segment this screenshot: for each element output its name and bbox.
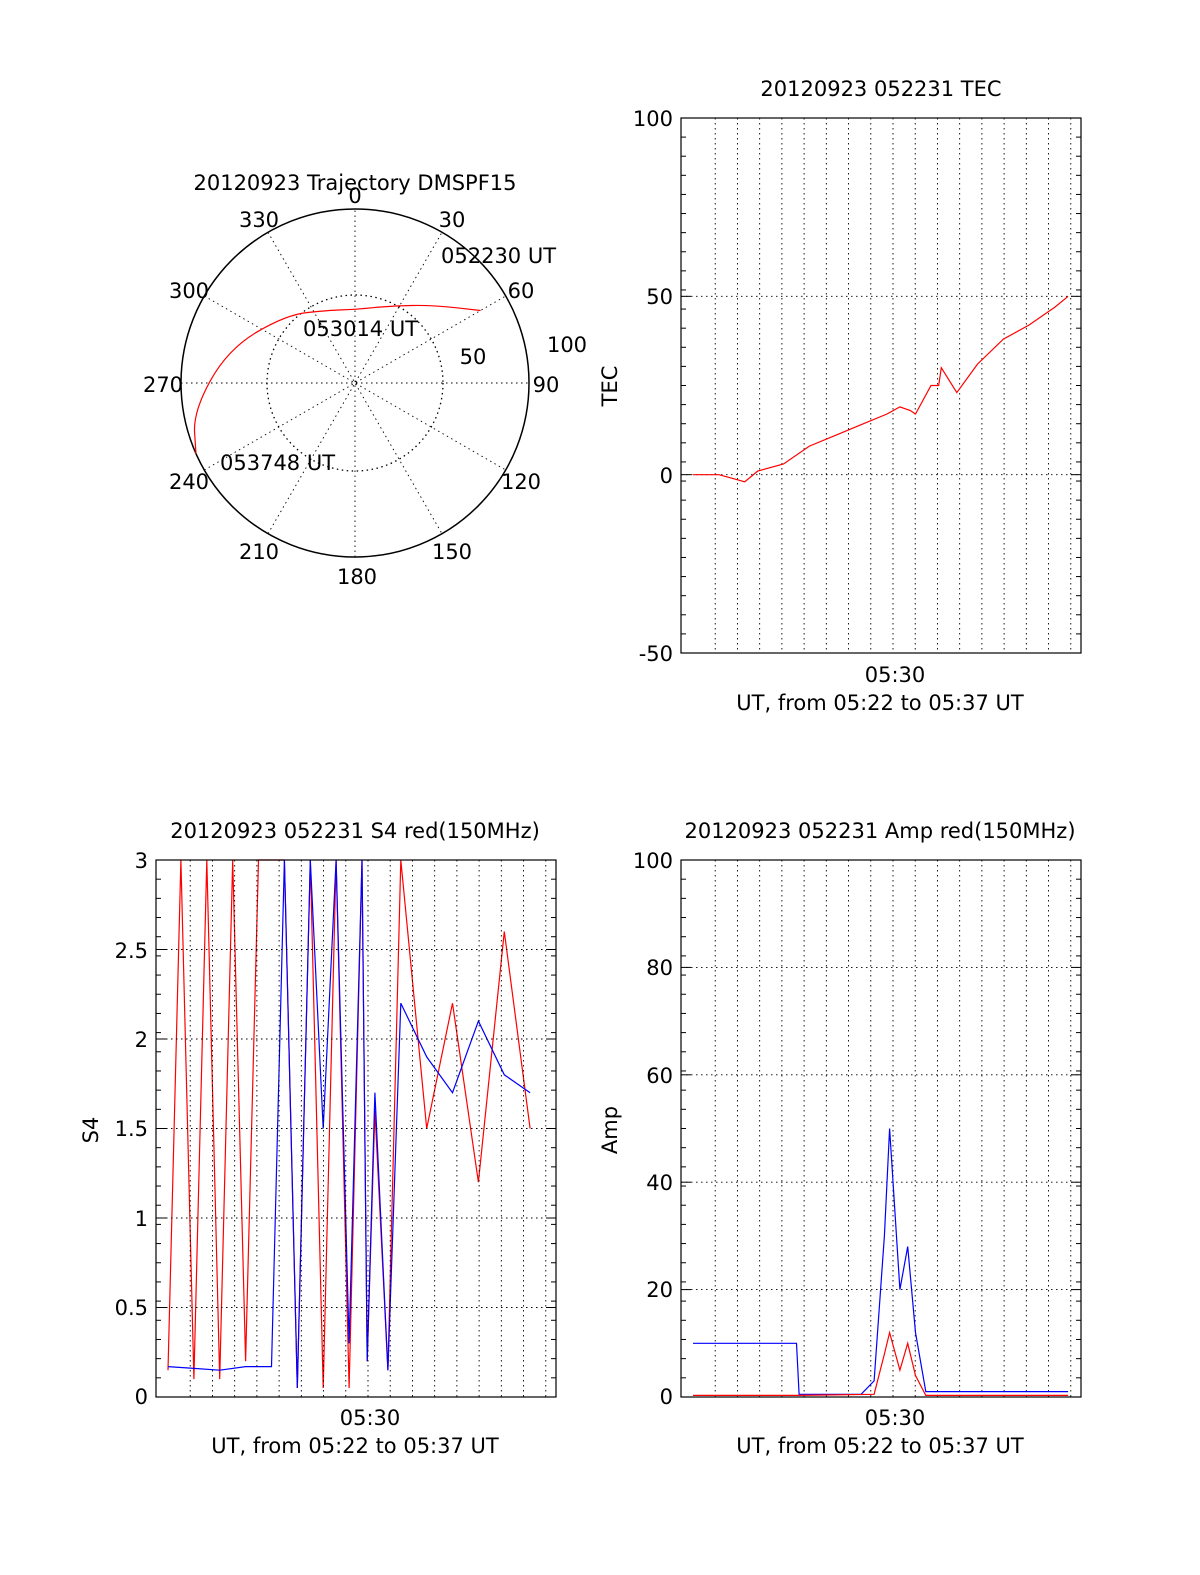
angle-label: 0 [348,184,361,208]
polar-spoke [267,232,443,534]
s4-y-axis-label: S4 [79,1117,103,1144]
trajectory-label-end: 053748 UT [220,451,335,475]
amp-line-0 [693,1128,1069,1395]
amp-grid [681,859,1081,1398]
polar-outer-ring [180,208,530,558]
s4-grid [156,859,556,1398]
y-tick-label: 0.5 [115,1296,148,1320]
y-tick-label: 20 [646,1278,673,1302]
tec-y-axis-label: TEC [598,366,622,408]
s4-plot-frame [155,859,557,1398]
polar-spoke [204,295,506,471]
trajectory-line [193,304,481,454]
angle-label: 150 [432,540,472,564]
y-tick-label: 60 [646,1064,673,1088]
s4-series [167,859,531,1389]
amp-title: 20120923 052231 Amp red(150MHz) [684,819,1075,843]
s4-title: 20120923 052231 S4 red(150MHz) [170,819,540,843]
y-tick-label: 2 [135,1028,148,1052]
y-tick-label: 0 [660,464,673,488]
amp-line-1 [693,1330,1069,1396]
angle-label: 330 [239,208,279,232]
s4-y-axis: 0 0.5 1 1.5 2 2.5 3 [115,849,148,1409]
amp-y-axis: 0 20 40 60 80 100 [633,849,673,1409]
y-tick-label: 80 [646,956,673,980]
tec-y-axis: -50 0 50 100 [633,107,673,666]
angle-label: 60 [508,279,535,303]
y-tick-label: 100 [633,849,673,873]
tec-title: 20120923 052231 TEC [760,77,1001,101]
polar-title: 20120923 Trajectory DMSPF15 [193,171,516,195]
tec-panel: 20120923 052231 TEC -50 0 50 100 05:30 U… [598,77,1082,715]
angle-label: 30 [439,208,466,232]
tec-plot-frame [680,117,1082,654]
y-tick-label: 0 [660,1385,673,1409]
angle-label: 210 [239,540,279,564]
tec-line-0 [693,295,1069,483]
polar-grid [181,209,529,557]
s4-x-axis-label: UT, from 05:22 to 05:37 UT [211,1434,499,1458]
polar-spoke [267,232,443,534]
y-tick-label: 50 [646,285,673,309]
angle-label: 270 [143,373,183,397]
s4-line-1 [167,859,531,1389]
tec-grid [681,117,1081,654]
amp-x-tick-label: 05:30 [865,1406,926,1430]
y-tick-label: 0 [135,1385,148,1409]
radius-label-50: 50 [460,345,487,369]
angle-label: 180 [337,565,377,589]
tec-series [693,295,1069,483]
angle-label: 90 [533,373,560,397]
y-tick-label: 1.5 [115,1117,148,1141]
angle-label: 240 [169,470,209,494]
y-tick-label: -50 [639,642,673,666]
angle-label: 120 [501,470,541,494]
amp-x-axis-label: UT, from 05:22 to 05:37 UT [736,1434,1024,1458]
y-tick-label: 3 [135,849,148,873]
trajectory-label-start: 052230 UT [441,244,556,268]
amp-y-axis-label: Amp [598,1106,622,1154]
y-tick-label: 2.5 [115,939,148,963]
angle-label: 300 [169,279,209,303]
polar-inner-ring [266,294,444,472]
y-tick-label: 1 [135,1207,148,1231]
polar-angle-labels: 0 30 60 90 120 150 180 210 240 270 300 3… [143,184,559,589]
s4-panel: 20120923 052231 S4 red(150MHz) 0 0.5 1 1… [79,819,557,1458]
s4-x-tick-label: 05:30 [340,1406,401,1430]
polar-spoke [204,295,506,471]
tec-x-axis-label: UT, from 05:22 to 05:37 UT [736,691,1024,715]
amp-plot-frame [680,859,1082,1398]
y-tick-label: 40 [646,1171,673,1195]
amp-series [693,1128,1069,1396]
s4-line-0 [167,859,531,1389]
radius-label-100: 100 [547,333,587,357]
polar-panel: 20120923 Trajectory DMSPF15 0 30 60 90 1… [143,171,587,589]
amp-panel: 20120923 052231 Amp red(150MHz) 0 20 40 … [598,819,1082,1458]
tec-x-tick-label: 05:30 [865,663,926,687]
y-tick-label: 100 [633,107,673,131]
trajectory-label-mid: 053014 UT [303,317,418,341]
